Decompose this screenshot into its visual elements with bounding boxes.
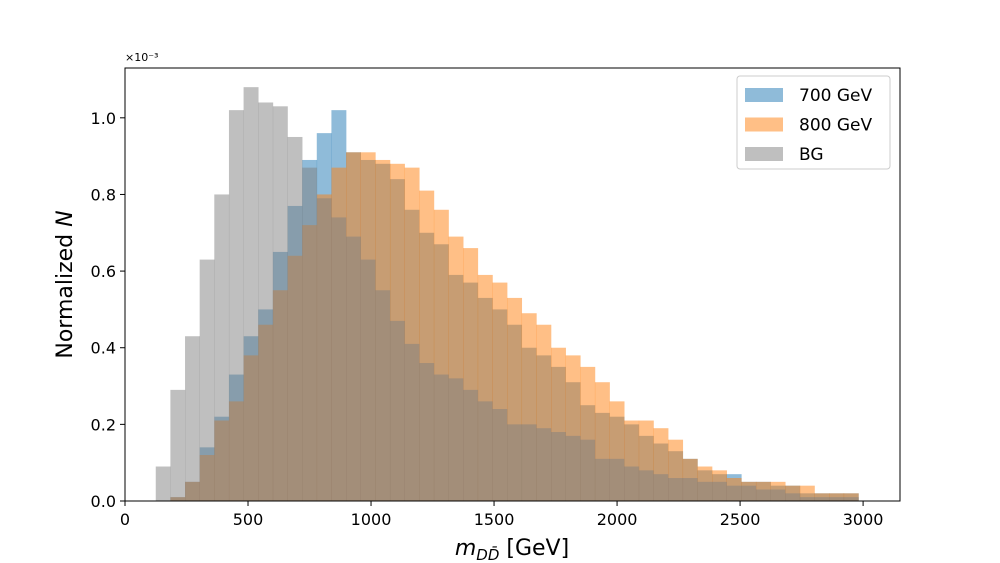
series-bg [155,87,859,502]
histogram-bar [477,401,493,501]
histogram-bar [697,481,713,501]
histogram-bar [199,259,215,501]
histogram-bar [594,458,610,501]
histogram-bar [404,343,420,501]
histogram-bar [258,102,274,501]
histogram-bar [638,470,654,501]
histogram-bar [316,198,332,501]
histogram-bar [741,485,757,501]
x-tick-label: 2500 [720,510,761,529]
legend-label: 700 GeV [799,86,872,106]
histogram-bar [682,478,698,501]
histogram-bar [668,478,684,501]
x-tick-label: 500 [233,510,264,529]
histogram-bar [814,497,830,501]
plot-frame [124,67,901,502]
legend-label: 800 GeV [799,116,872,136]
histogram-bar [302,167,318,502]
histogram-bar [521,424,537,501]
histogram-bar [433,374,449,501]
y-axis: 0.0 0.2 0.4 0.6 0.8 1.0 [91,109,125,511]
histogram-bar [565,435,581,501]
histogram-bar [653,474,669,501]
histogram-bar [726,485,742,501]
histogram-bar [492,409,508,501]
histogram-bar [609,458,625,501]
histogram-bar [507,424,523,501]
histogram-bar [785,493,801,501]
histogram-bar [170,389,186,501]
y-tick-label: 0.2 [91,415,116,434]
x-axis-label: mDD̄ [GeV] [455,536,569,563]
histogram-bar [155,466,171,501]
histogram-bar [829,497,845,501]
histogram-bar [536,428,552,501]
legend-swatch [745,88,783,102]
legend-swatch [745,117,783,132]
histogram-bar [360,259,376,501]
histogram-bar [375,290,391,501]
histogram-bar [272,106,288,502]
y-tick-label: 0.0 [91,492,116,511]
histogram-bar [551,432,566,501]
bars-layer [155,87,859,502]
histogram-bar [346,236,361,501]
legend: 700 GeV 800 GeV BG [736,75,891,170]
histogram-bar [624,466,640,501]
histogram-bar [389,320,405,501]
histogram-bar [214,194,230,501]
x-tick-label: 3000 [843,510,884,529]
histogram-bar [799,497,815,501]
y-tick-label: 1.0 [91,109,116,128]
y-offset-text: ×10⁻³ [125,51,158,64]
histogram-bar [448,378,464,501]
legend-label: BG [799,145,824,165]
histogram-bar [331,217,347,501]
histogram-bar [712,481,727,501]
histogram-bar [185,336,200,501]
y-tick-label: 0.4 [91,339,116,358]
x-tick-label: 0 [120,510,130,529]
histogram-bar [419,363,435,501]
histogram-bar [228,110,244,501]
histogram-bar [580,439,596,501]
y-tick-label: 0.6 [91,262,116,281]
histogram-bar [770,489,786,501]
histogram-bar [463,389,479,501]
histogram-bar [287,136,303,501]
y-axis-label: Normalized N [53,210,78,358]
histogram-bar [843,497,859,501]
legend-swatch [745,147,783,161]
histogram-bar [243,87,259,501]
x-tick-label: 1000 [351,510,392,529]
x-tick-label: 2000 [597,510,638,529]
x-axis: 0 500 1000 1500 2000 2500 3000 [120,501,884,529]
histogram-bar [755,489,771,501]
y-tick-label: 0.8 [91,185,116,204]
x-tick-label: 1500 [474,510,515,529]
